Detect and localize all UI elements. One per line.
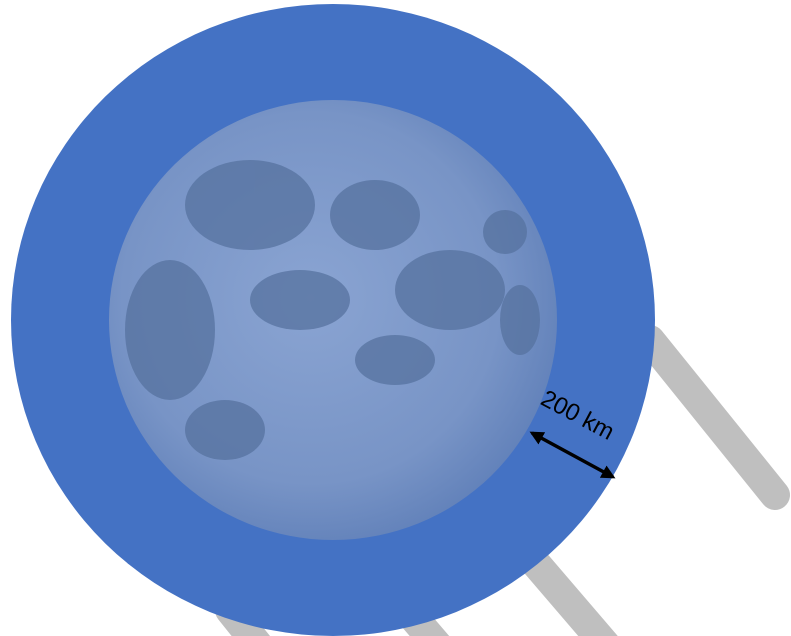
distance-arrow bbox=[529, 431, 616, 479]
streak bbox=[635, 325, 790, 510]
moon bbox=[109, 100, 557, 540]
maria bbox=[125, 160, 540, 460]
